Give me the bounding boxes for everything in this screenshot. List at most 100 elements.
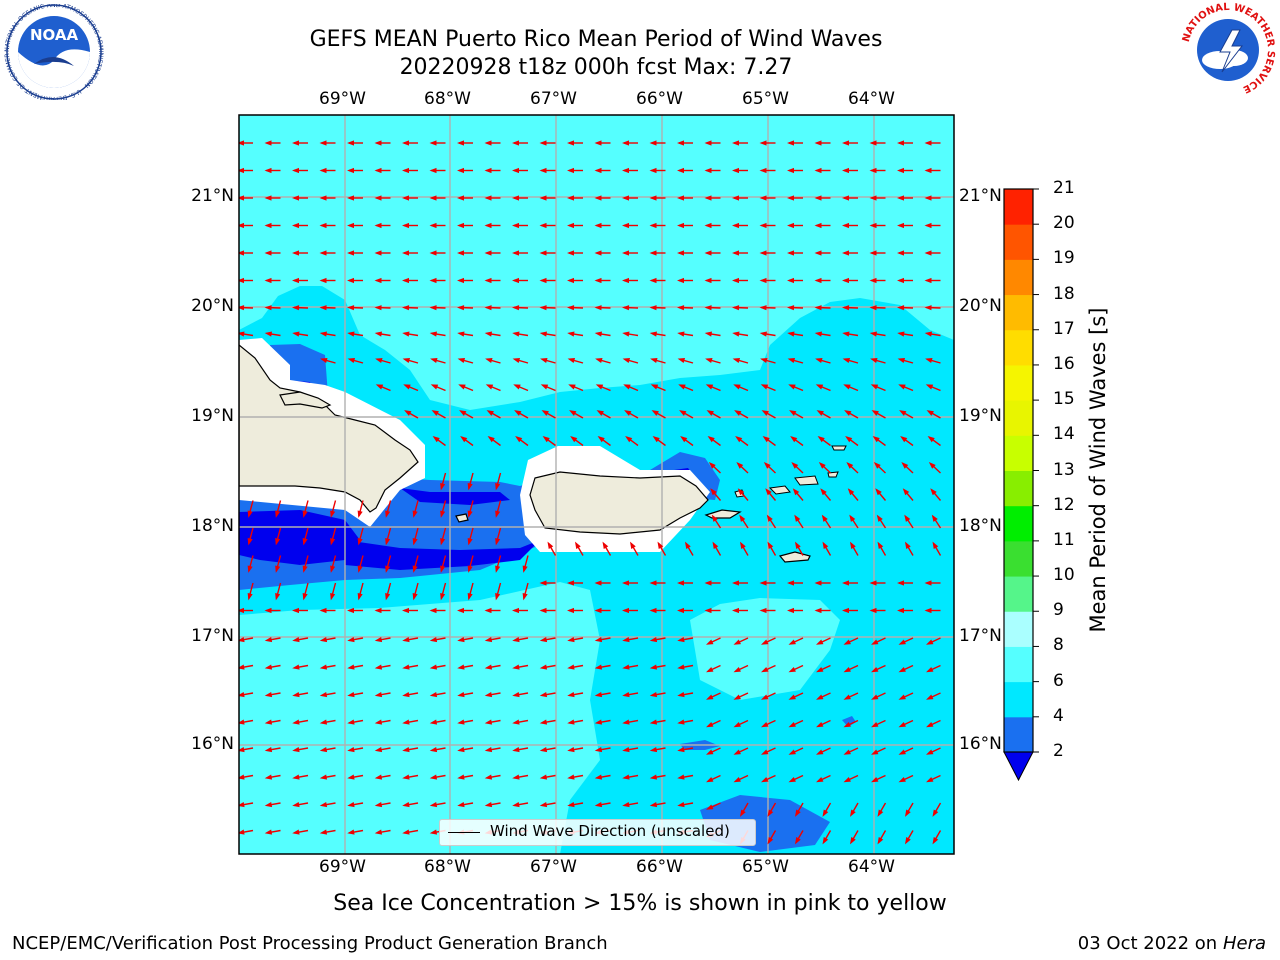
wave-direction-arrowhead [484, 747, 493, 753]
wave-direction-arrowhead [512, 195, 519, 201]
wave-direction-arrowhead [440, 482, 446, 491]
wave-direction-arrowhead [677, 167, 684, 174]
wave-direction-arrowhead [622, 305, 630, 311]
chart-subtitle: 20220928 t18z 000h fcst Max: 7.27 [399, 55, 793, 80]
wave-direction-arrowhead [815, 639, 824, 645]
wave-direction-arrowhead [347, 829, 355, 835]
wave-direction-arrowhead [630, 541, 636, 550]
wave-direction-arrowhead [814, 305, 822, 311]
wave-direction-arrowhead [677, 195, 684, 201]
wave-direction-arrowhead [787, 140, 794, 146]
wave-direction-arrowhead [374, 829, 383, 835]
wave-direction-arrowhead [815, 358, 823, 364]
wave-direction-arrowhead [842, 331, 850, 337]
colorbar-tick-label: 2 [1053, 741, 1064, 761]
wave-direction-arrowhead [787, 222, 794, 229]
wave-direction-arrowhead [869, 580, 877, 586]
longitude-label-top: 68°W [424, 89, 471, 109]
wave-direction-arrowhead [649, 607, 657, 614]
colorbar-segment [1004, 259, 1033, 296]
wave-direction-arrowhead [457, 358, 466, 364]
longitude-label-top: 65°W [742, 89, 789, 109]
wave-direction-arrowhead [649, 195, 657, 201]
wave-direction-arrowhead [431, 410, 439, 416]
colorbar-tick-label: 21 [1053, 178, 1075, 198]
wave-direction-arrowhead [567, 719, 575, 725]
wave-direction-arrowhead [869, 250, 877, 256]
wave-direction-arrowhead [733, 666, 741, 673]
wave-direction-arrowhead [761, 410, 769, 416]
wave-direction-arrowhead [733, 384, 741, 390]
wave-direction-arrowhead [239, 829, 245, 835]
wave-direction-arrowhead [897, 195, 904, 201]
sea-ice-caption: Sea Ice Concentration > 15% is shown in … [333, 891, 947, 916]
wave-direction-arrowhead [925, 694, 934, 700]
wave-direction-arrowhead [429, 222, 437, 229]
legend-label: Wind Wave Direction (unscaled) [490, 822, 730, 840]
wave-direction-arrowhead [374, 637, 383, 643]
wave-direction-arrowhead [495, 537, 501, 546]
wave-direction-arrowhead [622, 195, 629, 201]
latitude-label-right: 19°N [959, 406, 1002, 426]
wave-direction-arrowhead [512, 719, 520, 725]
wave-direction-arrowhead [539, 250, 547, 256]
wave-direction-arrowhead [657, 541, 664, 550]
wave-direction-arrowhead [264, 774, 273, 780]
wave-direction-arrowhead [677, 607, 684, 614]
wave-direction-arrowhead [704, 305, 712, 311]
wave-direction-arrowhead [567, 637, 575, 643]
wave-direction-arrowhead [467, 537, 473, 546]
wave-direction-arrowhead [412, 565, 418, 573]
wave-direction-arrowhead [622, 167, 629, 174]
wave-direction-arrowhead [264, 607, 272, 614]
wave-direction-arrowhead [539, 637, 548, 643]
wave-direction-arrowhead [842, 222, 849, 229]
wave-direction-arrowhead [457, 250, 464, 256]
wave-direction-arrowhead [347, 358, 356, 364]
wave-direction-arrowhead [457, 140, 464, 146]
wave-direction-arrowhead [845, 436, 853, 443]
contour-deep-west [239, 510, 360, 565]
wave-direction-arrowhead [402, 637, 410, 643]
colorbar-extend-arrow [1003, 751, 1034, 782]
wave-direction-arrowhead [567, 802, 575, 808]
wave-direction-arrowhead [622, 719, 630, 725]
wave-direction-arrowhead [870, 358, 878, 364]
legend-line-icon [448, 832, 480, 833]
colorbar-tick-label: 14 [1053, 424, 1075, 445]
wave-direction-arrowhead [567, 664, 575, 670]
map-frame [238, 114, 955, 855]
land-mona-island [455, 513, 469, 523]
wave-direction-arrowhead [239, 195, 244, 201]
wave-direction-arrowhead [795, 836, 801, 845]
wave-direction-arrowhead [932, 541, 939, 550]
wave-direction-arrowhead [711, 514, 718, 522]
wave-direction-arrowhead [512, 692, 520, 698]
wave-direction-arrowhead [795, 541, 801, 550]
wave-direction-arrowhead [685, 541, 691, 550]
wave-direction-arrowhead [594, 250, 602, 256]
land-anegada [831, 445, 847, 451]
wave-direction-arrowhead [898, 694, 906, 700]
wave-direction-arrowhead [374, 305, 382, 311]
wave-direction-arrowhead [429, 331, 438, 337]
wave-direction-arrowhead [733, 749, 741, 755]
wave-direction-arrowhead [842, 167, 849, 174]
wave-direction-arrowhead [302, 510, 308, 518]
land-puerto-rico [529, 471, 709, 535]
colorbar-segment [1004, 294, 1033, 331]
wave-direction-arrowhead [788, 721, 796, 728]
wave-direction-arrowhead [898, 749, 906, 755]
wave-direction-arrowhead [925, 721, 934, 728]
wave-direction-arrowhead [484, 331, 493, 337]
wave-direction-arrowhead [319, 167, 327, 174]
wave-direction-arrowhead [787, 331, 795, 337]
wave-direction-arrowhead [512, 167, 519, 174]
wave-direction-arrowhead [759, 277, 767, 284]
wave-direction-arrowhead [319, 277, 327, 284]
wave-direction-arrowhead [925, 776, 934, 783]
wave-direction-arrowhead [484, 719, 493, 725]
wave-direction-arrowhead [622, 222, 629, 229]
wave-direction-arrowhead [760, 384, 769, 390]
wave-direction-arrowhead [357, 510, 363, 518]
